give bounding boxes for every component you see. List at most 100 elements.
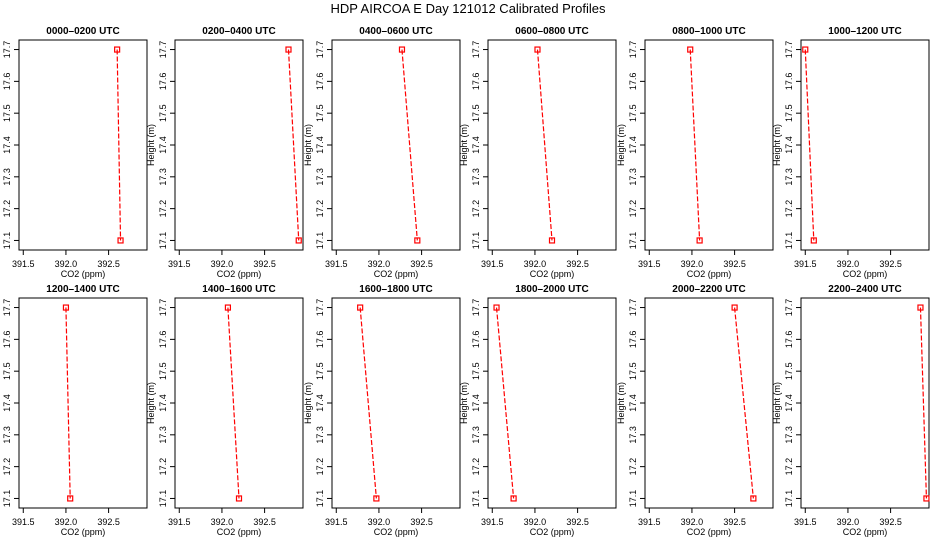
x-tick-label: 392.0	[55, 517, 78, 527]
data-point	[67, 495, 74, 502]
x-axis-label: CO2 (ppm)	[687, 527, 732, 537]
y-tick-label: 17.1	[158, 490, 168, 508]
x-axis-label: CO2 (ppm)	[687, 269, 732, 279]
x-tick-label: 391.5	[638, 517, 661, 527]
panel-title: 0200–0400 UTC	[202, 26, 275, 37]
y-axis-label: Height (m)	[303, 382, 313, 424]
y-tick-label: 17.2	[315, 200, 325, 218]
x-tick-label: 392.0	[837, 517, 860, 527]
plot-frame	[331, 39, 461, 251]
y-tick-label: 17.5	[2, 104, 12, 122]
data-point	[534, 46, 541, 53]
data-point	[414, 237, 421, 244]
panel-title: 1600–1800 UTC	[359, 284, 432, 295]
x-tick-label: 392.0	[524, 517, 547, 527]
data-point	[687, 46, 694, 53]
plot-frame	[644, 39, 774, 251]
x-tick-label: 392.5	[723, 259, 746, 269]
y-tick-label: 17.7	[158, 41, 168, 59]
profile-line	[359, 307, 377, 499]
y-tick-label: 17.5	[315, 362, 325, 380]
y-tick-label: 17.3	[2, 426, 12, 444]
plot-frame	[18, 39, 148, 251]
y-tick-label: 17.2	[2, 200, 12, 218]
x-tick-label: 391.5	[168, 259, 191, 269]
y-tick-label: 17.7	[471, 41, 481, 59]
plot-frame	[18, 297, 148, 509]
y-tick-label: 17.6	[315, 73, 325, 91]
y-tick-label: 17.5	[628, 362, 638, 380]
plot-frame	[800, 39, 930, 251]
data-point	[810, 237, 817, 244]
profile-line	[65, 307, 71, 499]
y-tick-label: 17.3	[628, 168, 638, 186]
profile-line	[734, 307, 754, 499]
x-axis-label: CO2 (ppm)	[374, 527, 419, 537]
x-tick-label: 392.0	[211, 259, 234, 269]
x-tick-label: 391.5	[12, 517, 35, 527]
profile-line	[689, 49, 701, 241]
y-tick-label: 17.6	[628, 73, 638, 91]
plot-frame	[174, 297, 304, 509]
x-axis-label: CO2 (ppm)	[374, 269, 419, 279]
x-tick-label: 392.5	[879, 259, 902, 269]
data-point	[295, 237, 302, 244]
y-axis-label: Height (m)	[616, 124, 626, 166]
y-tick-label: 17.4	[628, 136, 638, 154]
panel-title: 1800–2000 UTC	[515, 284, 588, 295]
plot-frame	[487, 39, 617, 251]
y-tick-label: 17.5	[158, 362, 168, 380]
x-tick-label: 392.5	[566, 259, 589, 269]
data-point	[548, 237, 556, 244]
page-title: HDP AIRCOA E Day 121012 Calibrated Profi…	[330, 1, 606, 16]
y-tick-label: 17.6	[2, 73, 12, 91]
y-tick-label: 17.4	[315, 394, 325, 412]
y-axis-label: Height (m)	[459, 124, 469, 166]
data-point	[731, 304, 738, 311]
y-tick-label: 17.5	[158, 104, 168, 122]
y-tick-label: 17.7	[158, 299, 168, 317]
x-axis-label: CO2 (ppm)	[530, 527, 575, 537]
y-tick-label: 17.5	[784, 362, 794, 380]
y-tick-label: 17.6	[471, 331, 481, 349]
y-tick-label: 17.2	[471, 200, 481, 218]
y-tick-label: 17.3	[471, 426, 481, 444]
y-tick-label: 17.7	[2, 299, 12, 317]
y-tick-label: 17.4	[471, 136, 481, 154]
data-point	[373, 495, 380, 502]
x-tick-label: 392.0	[524, 259, 547, 269]
y-tick-label: 17.4	[471, 394, 481, 412]
y-tick-label: 17.3	[315, 426, 325, 444]
y-tick-label: 17.3	[784, 426, 794, 444]
y-tick-label: 17.4	[2, 136, 12, 154]
profile-line	[116, 49, 122, 241]
y-axis-label: Height (m)	[772, 124, 782, 166]
x-axis-label: CO2 (ppm)	[843, 269, 888, 279]
y-tick-label: 17.1	[628, 232, 638, 250]
profile-line	[495, 307, 515, 499]
y-tick-label: 17.4	[315, 136, 325, 154]
x-tick-label: 391.5	[168, 517, 191, 527]
y-tick-label: 17.5	[2, 362, 12, 380]
plot-frame	[331, 297, 461, 509]
y-axis-label: Height (m)	[459, 382, 469, 424]
y-tick-label: 17.2	[628, 200, 638, 218]
plot-frame	[487, 297, 617, 509]
profile-line	[287, 49, 300, 241]
x-axis-label: CO2 (ppm)	[61, 269, 106, 279]
y-tick-label: 17.4	[158, 394, 168, 412]
x-axis-label: CO2 (ppm)	[217, 269, 262, 279]
panel-title: 0000–0200 UTC	[46, 26, 119, 37]
y-tick-label: 17.1	[2, 232, 12, 250]
x-tick-label: 391.5	[794, 517, 817, 527]
x-tick-label: 392.5	[723, 517, 746, 527]
data-point	[493, 304, 500, 311]
x-tick-label: 392.5	[97, 259, 120, 269]
